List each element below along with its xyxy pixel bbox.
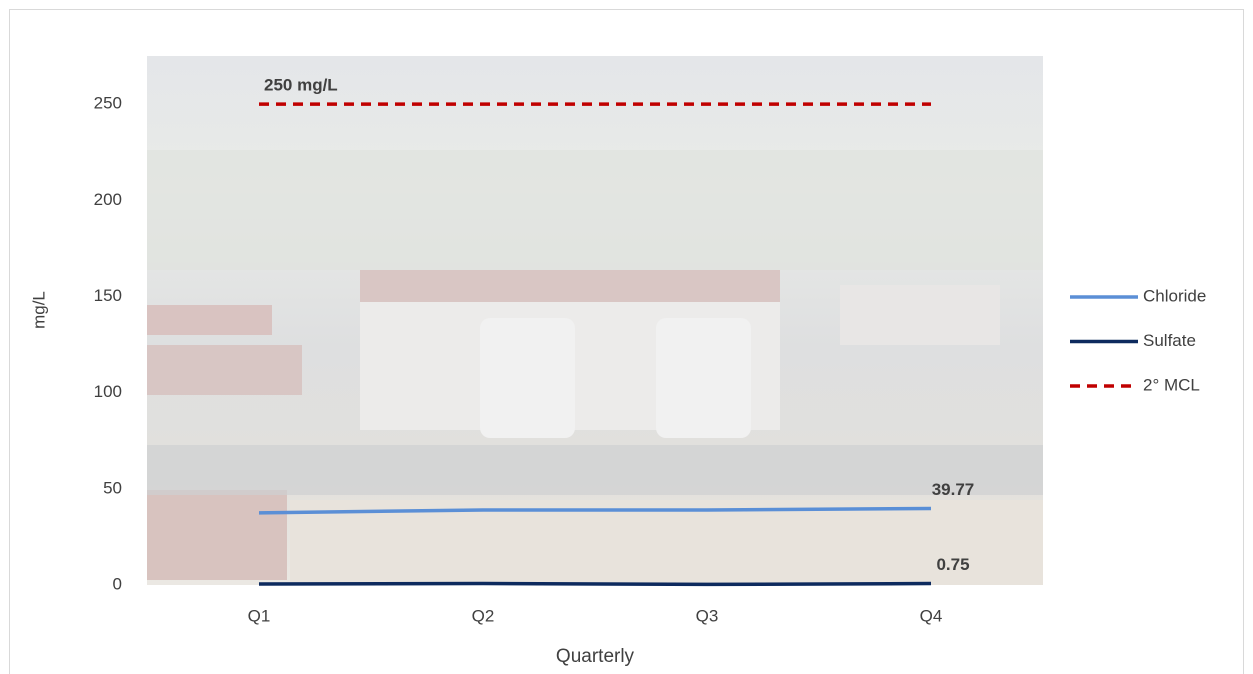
x-tick-label: Q2 <box>472 606 495 625</box>
legend-label: Sulfate <box>1143 331 1196 350</box>
x-tick-label: Q1 <box>248 606 271 625</box>
x-tick-label: Q3 <box>696 606 719 625</box>
y-tick-label: 0 <box>113 574 122 593</box>
y-tick-label: 50 <box>103 478 122 497</box>
data-label: 250 mg/L <box>264 76 338 95</box>
legend-label: Chloride <box>1143 286 1206 305</box>
data-label: 0.75 <box>936 555 969 574</box>
y-tick-label: 200 <box>94 190 122 209</box>
y-axis-title: mg/L <box>29 291 48 329</box>
x-tick-label: Q4 <box>920 606 943 625</box>
x-axis-title: Quarterly <box>556 646 635 667</box>
series-line <box>258 506 932 515</box>
chart-border <box>9 9 1244 674</box>
legend-label: 2° MCL <box>1143 375 1200 394</box>
y-tick-label: 250 <box>94 94 122 113</box>
y-tick-label: 150 <box>94 286 122 305</box>
y-tick-label: 100 <box>94 382 122 401</box>
data-label: 39.77 <box>932 480 975 499</box>
series-line <box>258 581 932 587</box>
background-photo <box>147 56 1043 585</box>
